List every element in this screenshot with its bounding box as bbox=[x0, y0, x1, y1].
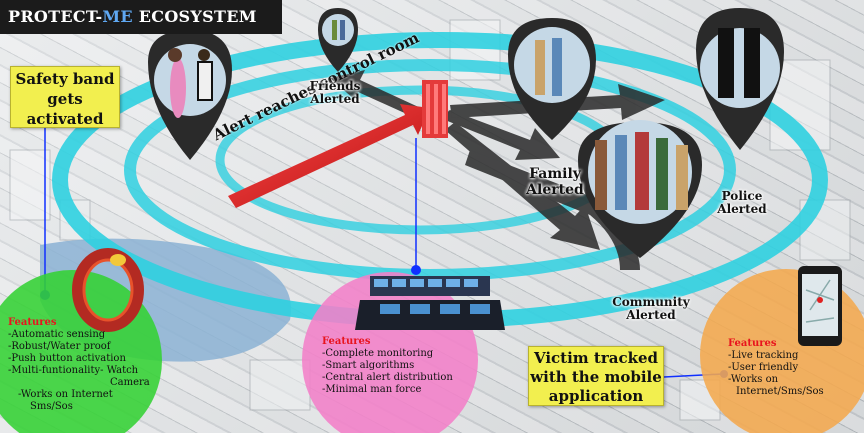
pin-police bbox=[696, 8, 784, 150]
feature-item: -Works on bbox=[728, 374, 779, 385]
victim-tracked-label: Victim tracked with the mobile applicati… bbox=[528, 346, 664, 406]
features-control-heading: Features bbox=[322, 336, 371, 347]
feature-item: -Multi-funtionality- Watch bbox=[8, 365, 139, 376]
alert-arrow bbox=[228, 104, 430, 208]
pin-victim bbox=[148, 30, 232, 160]
green-circle bbox=[0, 270, 162, 433]
title-rest: ECOSYSTEM bbox=[132, 7, 257, 26]
community-alerted-label: Community Alerted bbox=[612, 295, 690, 322]
title-main: PROTECT- bbox=[8, 7, 103, 26]
features-band: Features -Automatic sensing -Robust/Wate… bbox=[8, 317, 158, 413]
feature-item: -Minimal man force bbox=[322, 384, 422, 395]
feature-item: -Live tracking bbox=[728, 350, 799, 361]
police-alerted-label: Police Alerted bbox=[717, 189, 767, 216]
feature-item: -Works on Internet bbox=[18, 389, 113, 400]
feature-item: -Smart algorithms bbox=[322, 360, 415, 371]
control-tower bbox=[422, 80, 448, 138]
pin-family-top bbox=[508, 18, 596, 140]
feature-item: -Robust/Water proof bbox=[8, 341, 111, 352]
family-alerted-label: Family Alerted bbox=[526, 166, 584, 198]
feature-item: -Central alert distribution bbox=[322, 372, 453, 383]
feature-item: -User friendly bbox=[728, 362, 799, 373]
safety-band-icon bbox=[72, 248, 144, 332]
features-control-room: Features -Complete monitoring -Smart alg… bbox=[322, 336, 472, 396]
control-room-icon bbox=[355, 276, 505, 330]
pin-family bbox=[578, 120, 702, 258]
features-band-heading: Features bbox=[8, 317, 57, 328]
feature-item: -Push button activation bbox=[8, 353, 126, 364]
feature-item: Internet/Sms/Sos bbox=[736, 386, 824, 397]
title-accent: ME bbox=[102, 7, 133, 26]
safety-band-label: Safety band gets activated bbox=[10, 66, 120, 128]
buildings bbox=[9, 19, 851, 421]
friends-alerted-label: Friends Alerted bbox=[309, 79, 361, 106]
features-app-heading: Features bbox=[728, 338, 777, 349]
pin-friends bbox=[318, 8, 358, 72]
feature-item: -Complete monitoring bbox=[322, 348, 434, 359]
page-title: PROTECT-ME ECOSYSTEM bbox=[0, 0, 282, 34]
phone-icon bbox=[798, 266, 842, 346]
feature-item: -Automatic sensing bbox=[8, 329, 106, 340]
feature-item: Sms/Sos bbox=[30, 401, 73, 412]
features-app: Features -Live tracking -User friendly -… bbox=[728, 338, 838, 398]
feature-item: Camera bbox=[110, 377, 150, 388]
